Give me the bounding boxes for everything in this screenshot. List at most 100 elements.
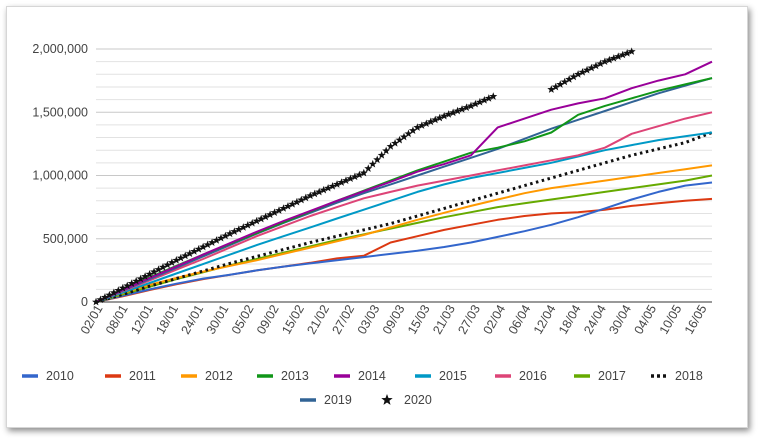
chart-frame bbox=[6, 6, 748, 428]
series-2020-point bbox=[283, 202, 292, 210]
series-2020-point bbox=[234, 225, 243, 233]
series-2020-point bbox=[569, 72, 578, 81]
x-tick-label: 30/01 bbox=[204, 302, 232, 336]
series-2020-point bbox=[216, 233, 225, 242]
x-tick-label: 24/01 bbox=[178, 302, 206, 336]
series-2020-point bbox=[484, 94, 493, 102]
x-tick-label: 04/05 bbox=[631, 302, 659, 336]
x-tick-label: 05/02 bbox=[229, 302, 257, 336]
legend-item-2015: 2015 bbox=[415, 369, 467, 383]
series-2020-point bbox=[435, 113, 444, 122]
legend-item-2019: 2019 bbox=[300, 393, 352, 407]
series-2020-point bbox=[600, 57, 609, 66]
legend-item-2018: 2018 bbox=[651, 369, 703, 383]
series-2020-point bbox=[230, 227, 239, 235]
series-2016 bbox=[95, 111, 713, 303]
series-2020-point bbox=[413, 123, 422, 131]
series-2020-point bbox=[109, 288, 118, 297]
series-2020-point bbox=[547, 85, 556, 93]
series-2020-point bbox=[341, 176, 350, 184]
series-2020 bbox=[92, 47, 636, 306]
series-2016-line bbox=[95, 111, 713, 303]
series-2020-point bbox=[297, 195, 306, 204]
series-2020-point bbox=[172, 256, 181, 264]
series-2020-point bbox=[449, 108, 458, 117]
x-tick-label: 12/04 bbox=[531, 302, 559, 336]
series-2020-point bbox=[400, 132, 408, 141]
series-2020-point bbox=[252, 216, 261, 225]
series-2018 bbox=[95, 131, 713, 304]
legend-label: 2014 bbox=[358, 369, 386, 383]
series-2020-point bbox=[261, 212, 270, 221]
legend-item-2010: 2010 bbox=[22, 369, 74, 383]
series-2020-point bbox=[288, 199, 297, 208]
x-tick-label: 18/01 bbox=[153, 302, 181, 336]
x-tick-label: 21/02 bbox=[304, 302, 332, 336]
series-2012 bbox=[95, 164, 713, 303]
series-2020-point bbox=[203, 240, 212, 249]
legend-label: 2010 bbox=[46, 369, 74, 383]
series-2020-point bbox=[127, 279, 136, 287]
series-2020-point bbox=[587, 63, 596, 72]
series-2020-point bbox=[154, 265, 163, 273]
x-tick-label: 15/03 bbox=[405, 302, 433, 336]
series-2020-point bbox=[471, 99, 480, 108]
x-tick-label: 10/05 bbox=[657, 302, 685, 336]
series-2020-point bbox=[315, 187, 324, 196]
x-tick-label: 27/02 bbox=[329, 302, 357, 336]
legend-label: 2015 bbox=[439, 369, 467, 383]
series-2020-point bbox=[212, 236, 221, 244]
series-2020-point bbox=[382, 146, 391, 155]
series-2020-point bbox=[275, 206, 284, 214]
series-2020-point bbox=[221, 231, 230, 240]
series-2020-point bbox=[105, 290, 114, 299]
series-2020-point bbox=[266, 210, 275, 219]
series-2020-point bbox=[167, 258, 176, 266]
series-2020-point bbox=[355, 170, 364, 179]
series-2020-point bbox=[422, 119, 431, 128]
series-2020-point bbox=[395, 135, 404, 144]
series-2020-point bbox=[132, 276, 141, 285]
legend: 2010 2011 2012 2013 2014 2015 2016 2017 2018 2019… bbox=[22, 369, 703, 407]
series-2020-point bbox=[163, 260, 172, 269]
legend-item-2013: 2013 bbox=[257, 369, 309, 383]
series-2020-point bbox=[480, 96, 489, 104]
series-2020-point bbox=[292, 197, 301, 206]
series-2020-point bbox=[310, 189, 319, 198]
series-2010-line bbox=[95, 181, 713, 303]
series-2020-point bbox=[319, 185, 328, 194]
series-2014 bbox=[95, 60, 713, 303]
series-2020-point bbox=[199, 242, 208, 251]
series-2020-point bbox=[359, 168, 368, 177]
x-tick-label: 12/01 bbox=[128, 302, 156, 336]
series-2020-point bbox=[208, 238, 217, 246]
series-2020-point bbox=[270, 208, 279, 216]
x-tick-label: 24/04 bbox=[581, 302, 609, 336]
series-2020-point bbox=[350, 172, 359, 181]
series-2020-point bbox=[181, 251, 190, 260]
x-axis-ticks: 02/0108/0112/0118/0124/0130/0105/0209/02… bbox=[78, 302, 710, 336]
x-tick-label: 06/04 bbox=[506, 302, 534, 336]
series-2020-point bbox=[123, 281, 132, 290]
y-tick-label: 2,000,000 bbox=[32, 42, 88, 56]
y-tick-label: 0 bbox=[81, 295, 88, 309]
series-2020-point bbox=[431, 115, 440, 124]
series-2020-point bbox=[404, 129, 413, 138]
series-2020-point bbox=[306, 191, 315, 200]
series-2020-point bbox=[560, 77, 569, 86]
series-2020-point bbox=[364, 164, 373, 172]
series-2020-point bbox=[145, 269, 154, 278]
series-lines bbox=[92, 47, 713, 306]
x-tick-label: 18/04 bbox=[556, 302, 584, 336]
series-2020-point bbox=[185, 249, 194, 258]
series-2020-point bbox=[368, 159, 377, 168]
series-2020-point bbox=[386, 142, 395, 150]
series-2020-point bbox=[346, 174, 355, 183]
series-2020-point bbox=[417, 121, 426, 129]
series-2020-point bbox=[136, 274, 145, 283]
legend-item-2012: 2012 bbox=[181, 369, 233, 383]
series-2019 bbox=[95, 77, 713, 303]
series-2020-point bbox=[391, 139, 400, 147]
legend-item-2020: 2020 bbox=[381, 393, 432, 407]
series-2020-point bbox=[565, 75, 574, 83]
